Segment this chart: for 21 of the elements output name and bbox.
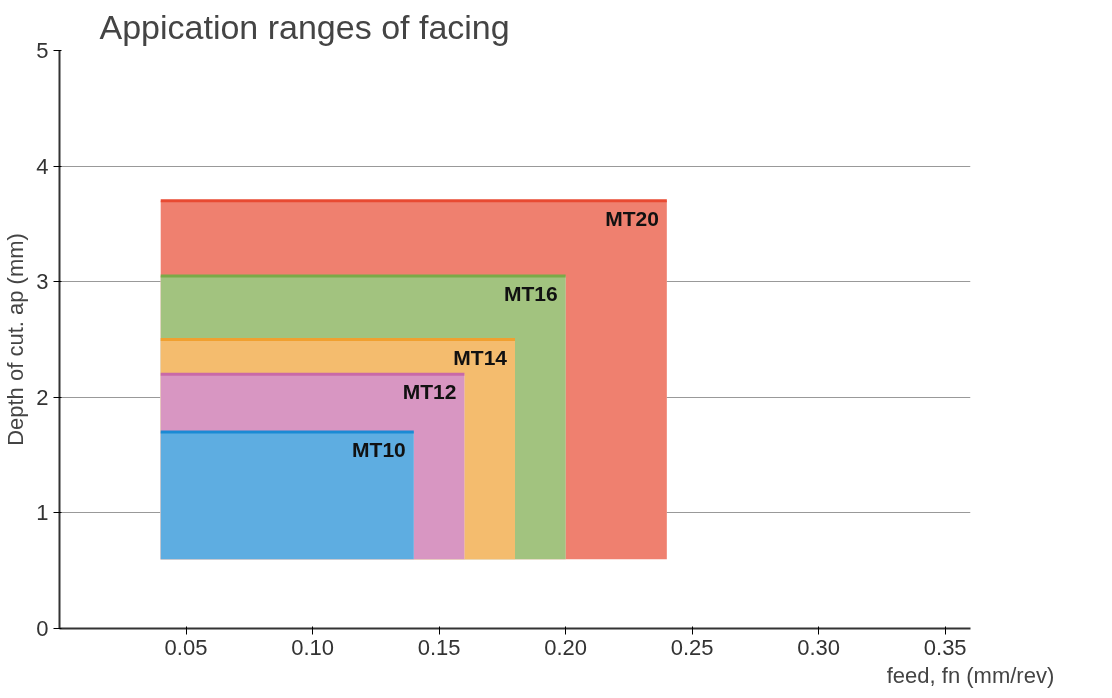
x-tick-label: 0.10 xyxy=(291,634,334,660)
x-tick-label: 0.15 xyxy=(417,634,461,660)
series-label: MT20 xyxy=(605,206,659,230)
y-tick-label: 3 xyxy=(36,269,49,295)
y-tick-label: 5 xyxy=(36,38,49,63)
y-tick-label: 1 xyxy=(36,500,49,526)
series-label: MT10 xyxy=(352,437,406,461)
y-axis-title: Depth of cut. ap (mm) xyxy=(3,233,29,446)
y-tick-label: 2 xyxy=(36,384,49,410)
x-tick-label: 0.20 xyxy=(544,634,588,660)
series-label: MT12 xyxy=(402,380,457,404)
y-tick-label: 4 xyxy=(36,153,49,179)
chart-title: Appication ranges of facing xyxy=(99,7,510,46)
x-tick-label: 0.05 xyxy=(164,634,208,660)
series-label: MT14 xyxy=(453,345,508,369)
series-label: MT16 xyxy=(503,281,558,305)
y-tick-label: 0 xyxy=(36,616,49,641)
x-tick-label: 0.30 xyxy=(797,634,841,660)
x-tick-label: 0.25 xyxy=(670,634,714,660)
x-axis-title: feed, fn (mm/rev) xyxy=(886,662,1055,688)
x-tick-label: 0.35 xyxy=(923,634,967,660)
